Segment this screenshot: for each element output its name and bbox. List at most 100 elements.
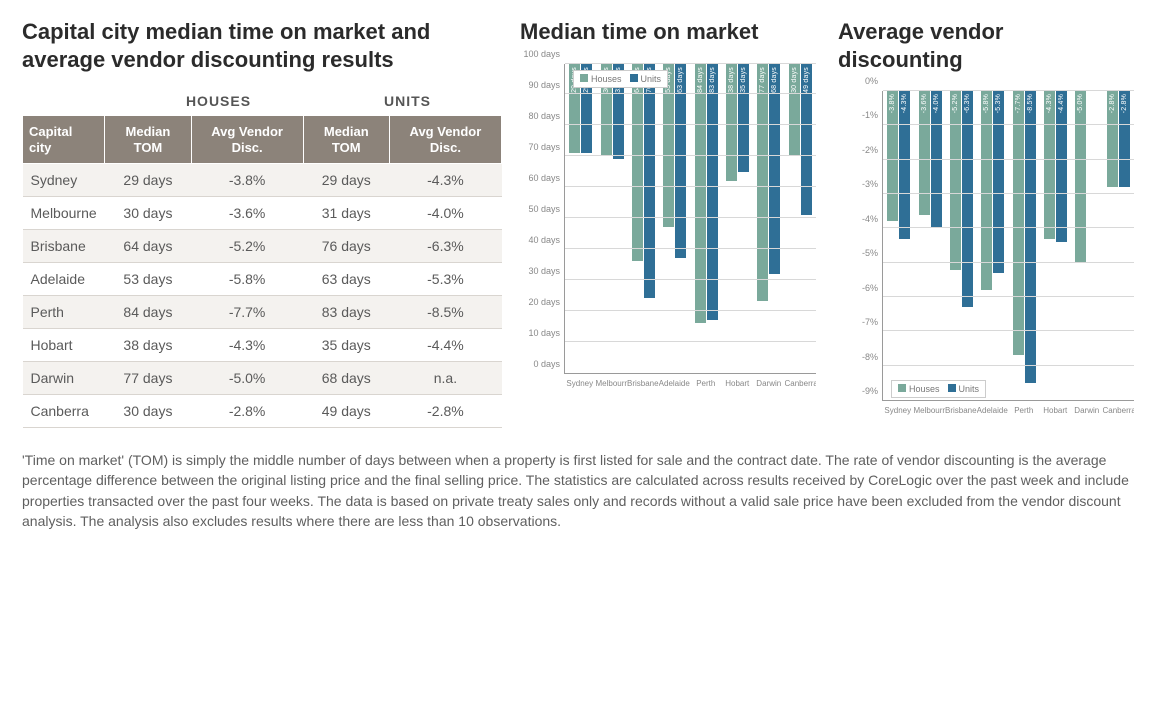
x-tick-label: Adelaide — [977, 403, 1009, 427]
bar-value-label: 63 days — [677, 67, 684, 93]
y-tick-label: 60 days — [520, 173, 560, 183]
y-tick-label: -3% — [838, 179, 878, 189]
y-tick-label: 0% — [838, 76, 878, 86]
cell-city: Sydney — [23, 164, 105, 197]
cell-h_tom: 84 days — [105, 296, 191, 329]
col-h-tom: Median TOM — [105, 116, 191, 164]
bar-group: -5.2%-6.3% — [946, 91, 977, 400]
y-tick-label: -8% — [838, 352, 878, 362]
cell-u_disc: -5.3% — [389, 263, 501, 296]
cell-h_disc: -5.2% — [191, 230, 303, 263]
bar-value-label: -4.3% — [901, 94, 908, 113]
x-tick-label: Adelaide — [659, 376, 691, 400]
bar-houses: -5.8% — [981, 91, 992, 290]
bar-units: -4.4% — [1056, 91, 1067, 242]
y-tick-label: 30 days — [520, 266, 560, 276]
x-tick-label: Canberra — [1103, 403, 1135, 427]
chart-tom-title: Median time on market — [520, 18, 790, 46]
y-tick-label: 70 days — [520, 142, 560, 152]
bar-value-label: -2.8% — [1121, 94, 1128, 113]
bar-units: 49 days — [801, 64, 812, 215]
bar-value-label: -4.4% — [1058, 94, 1065, 113]
bar-value-label: -5.8% — [983, 94, 990, 113]
cell-h_tom: 64 days — [105, 230, 191, 263]
table-row: Darwin77 days-5.0%68 daysn.a. — [23, 362, 502, 395]
x-tick-label: Brisbane — [945, 403, 977, 427]
y-tick-label: -4% — [838, 214, 878, 224]
bar-units: -5.3% — [993, 91, 1004, 273]
table-row: Hobart38 days-4.3%35 days-4.4% — [23, 329, 502, 362]
bar-houses: 53 days — [663, 64, 674, 228]
y-tick-label: -5% — [838, 248, 878, 258]
bar-group: -5.0% — [1071, 91, 1102, 400]
cell-city: Brisbane — [23, 230, 105, 263]
bar-group: 77 days68 days — [753, 64, 784, 373]
cell-h_disc: -3.6% — [191, 197, 303, 230]
table-panel: Capital city median time on market and a… — [22, 18, 502, 428]
x-tick-label: Hobart — [1040, 403, 1072, 427]
cell-u_tom: 31 days — [303, 197, 389, 230]
x-tick-label: Perth — [1008, 403, 1040, 427]
y-tick-label: -6% — [838, 283, 878, 293]
x-tick-label: Perth — [690, 376, 722, 400]
cell-u_disc: -4.3% — [389, 164, 501, 197]
x-tick-label: Sydney — [882, 403, 914, 427]
cell-city: Melbourne — [23, 197, 105, 230]
cell-h_disc: -5.0% — [191, 362, 303, 395]
cell-u_tom: 76 days — [303, 230, 389, 263]
cell-h_tom: 30 days — [105, 395, 191, 428]
bar-houses: -4.3% — [1044, 91, 1055, 239]
legend-units: Units — [959, 384, 980, 394]
bar-units: -4.3% — [899, 91, 910, 239]
bar-group: -3.8%-4.3% — [883, 91, 914, 400]
bar-group: 30 days31 days — [596, 64, 627, 373]
bar-group: -5.8% -5.3% — [977, 91, 1008, 400]
bar-group: -2.8% -2.8% — [1103, 91, 1134, 400]
bar-houses: -5.0% — [1075, 91, 1086, 263]
legend-houses: Houses — [591, 74, 622, 84]
y-tick-label: 20 days — [520, 297, 560, 307]
cell-city: Canberra — [23, 395, 105, 428]
x-tick-label: Melbourne — [596, 376, 628, 400]
bar-group: 84 days83 days — [691, 64, 722, 373]
cell-u_disc: -4.0% — [389, 197, 501, 230]
bar-value-label: -4.3% — [1046, 94, 1053, 113]
bar-group: 29 days29 days — [565, 64, 596, 373]
group-header-units: UNITS — [313, 87, 502, 115]
bar-houses: -7.7% — [1013, 91, 1024, 355]
bar-value-label: -2.8% — [1109, 94, 1116, 113]
bar-houses: 77 days — [757, 64, 768, 302]
group-header-houses: HOUSES — [124, 87, 313, 115]
y-tick-label: 0 days — [520, 359, 560, 369]
y-tick-label: 100 days — [520, 49, 560, 59]
bar-value-label: -4.0% — [933, 94, 940, 113]
bar-houses: -5.2% — [950, 91, 961, 270]
bar-houses: -3.6% — [919, 91, 930, 215]
bar-group: 53 days63 days — [659, 64, 690, 373]
cell-u_tom: 35 days — [303, 329, 389, 362]
data-table: Capital city Median TOM Avg Vendor Disc.… — [22, 115, 502, 428]
bar-group: 30 days49 days — [785, 64, 816, 373]
bar-value-label: 35 days — [740, 67, 747, 93]
bar-value-label: -5.2% — [952, 94, 959, 113]
x-tick-label: Melbourne — [914, 403, 946, 427]
bar-value-label: -5.0% — [1077, 94, 1084, 113]
bar-houses: 38 days — [726, 64, 737, 181]
cell-u_disc: -8.5% — [389, 296, 501, 329]
x-tick-label: Brisbane — [627, 376, 659, 400]
bar-group: -4.3% -4.4% — [1040, 91, 1071, 400]
cell-h_disc: -3.8% — [191, 164, 303, 197]
legend-units: Units — [641, 74, 662, 84]
legend-houses: Houses — [909, 384, 940, 394]
y-tick-label: 40 days — [520, 235, 560, 245]
table-row: Sydney29 days-3.8%29 days-4.3% — [23, 164, 502, 197]
bar-units: 68 days — [769, 64, 780, 274]
main-title: Capital city median time on market and a… — [22, 18, 502, 73]
bar-houses: -3.8% — [887, 91, 898, 221]
cell-u_disc: n.a. — [389, 362, 501, 395]
cell-city: Adelaide — [23, 263, 105, 296]
bar-value-label: 77 days — [759, 67, 766, 93]
bar-value-label: -5.3% — [995, 94, 1002, 113]
bar-value-label: 49 days — [803, 67, 810, 93]
cell-u_disc: -6.3% — [389, 230, 501, 263]
